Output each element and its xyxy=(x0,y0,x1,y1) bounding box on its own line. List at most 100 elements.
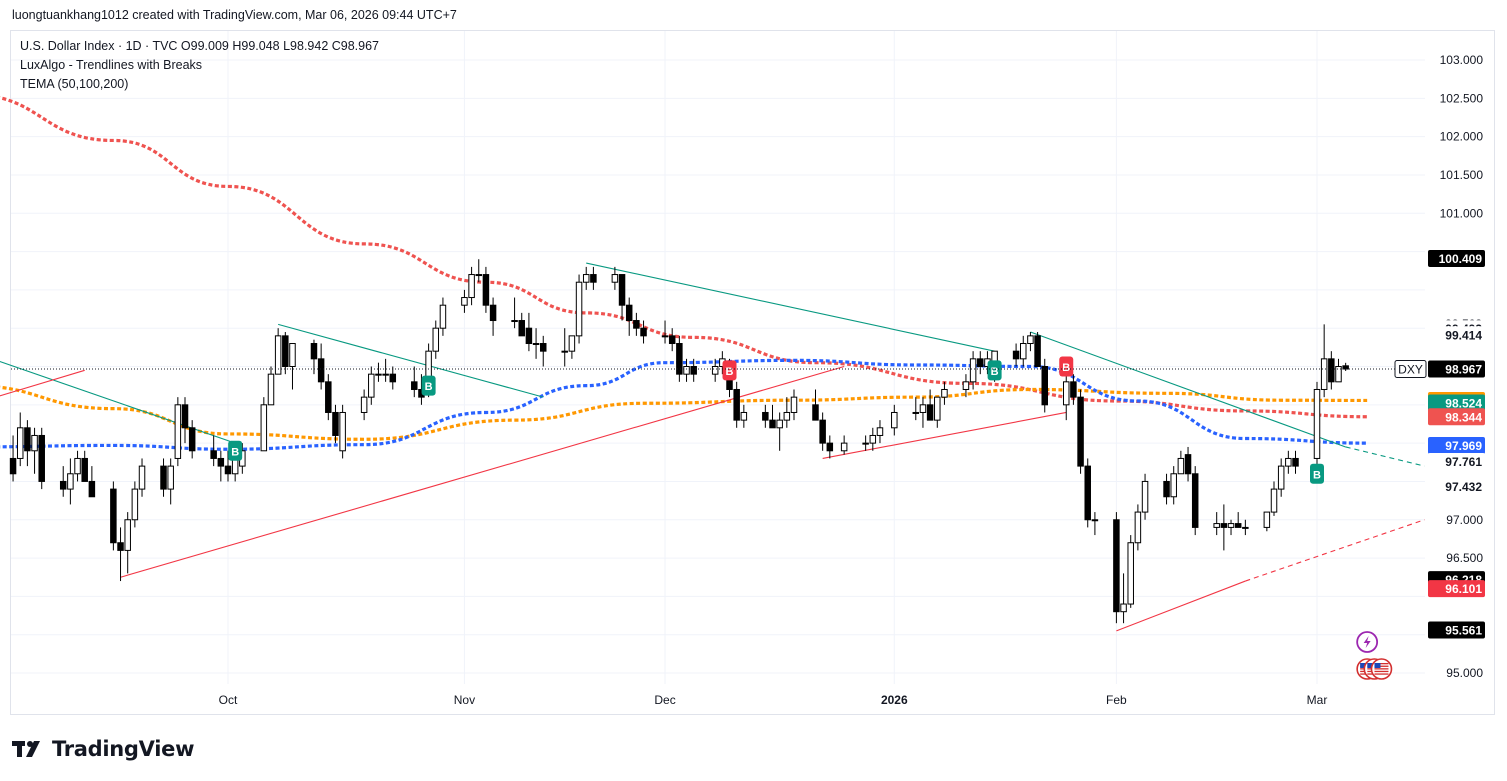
trendlines xyxy=(0,262,1425,632)
footer-branding[interactable]: TradingView xyxy=(12,736,194,762)
candle xyxy=(274,328,282,375)
candle-body xyxy=(260,404,268,452)
candle-body xyxy=(1191,473,1199,528)
candle-body xyxy=(1320,358,1328,390)
candle-body xyxy=(812,404,819,421)
candle-body xyxy=(167,465,174,490)
candle-body xyxy=(1134,511,1142,544)
candle-body xyxy=(74,457,81,475)
candle xyxy=(1263,511,1271,532)
price-axis[interactable]: 95.000 96.500 97.000 101.000 101.500 102.000 1… xyxy=(1440,53,1484,680)
candle-body xyxy=(81,457,88,482)
candle-body xyxy=(117,542,124,551)
us-flag-event-icon[interactable] xyxy=(1370,658,1393,680)
candle xyxy=(1034,332,1041,368)
candle xyxy=(1041,358,1048,413)
candle xyxy=(339,404,346,459)
candle xyxy=(31,427,38,474)
candle xyxy=(926,389,934,421)
price-tick-label: 102.000 xyxy=(1440,130,1484,144)
candle xyxy=(160,458,167,497)
candle-body xyxy=(411,381,418,390)
price-axis-labels: 100.40999.56399.49399.41498.967DXY98.557… xyxy=(1394,250,1485,639)
candle-body xyxy=(1127,542,1134,605)
time-tick-label: Feb xyxy=(1106,693,1127,707)
candle-body xyxy=(668,335,676,345)
candle-body xyxy=(590,274,597,283)
price-label-box xyxy=(1428,360,1485,378)
candle-body xyxy=(1184,454,1192,475)
break-label: B xyxy=(722,360,737,381)
candle xyxy=(876,420,884,444)
event-icons[interactable] xyxy=(1356,631,1393,680)
candle-body xyxy=(1091,519,1099,522)
candle-body xyxy=(1328,358,1335,383)
price-label-text: 100.409 xyxy=(1439,252,1483,266)
candle-body xyxy=(210,450,217,459)
candle-body xyxy=(1270,488,1278,513)
legend-symbol-line[interactable]: U.S. Dollar Index · 1D · TVC O99.009 H99… xyxy=(20,39,380,53)
price-label-text: 97.761 xyxy=(1445,455,1482,469)
candle xyxy=(59,466,67,497)
candle xyxy=(1163,473,1170,505)
flag-stripe xyxy=(1374,668,1389,670)
candlestick-series xyxy=(9,259,1349,624)
price-label-box xyxy=(1428,478,1485,496)
legend-indicator-trendlines[interactable]: LuxAlgo - Trendlines with Breaks xyxy=(20,58,203,72)
time-tick-label: Nov xyxy=(454,693,475,707)
candle-body xyxy=(532,343,540,346)
candle xyxy=(375,362,382,382)
candle xyxy=(9,435,17,482)
price-label-text: 97.969 xyxy=(1445,439,1482,453)
break-label-text: B xyxy=(991,366,999,378)
candle-body xyxy=(1084,465,1091,521)
candle-body xyxy=(1342,365,1349,370)
candle xyxy=(812,389,819,421)
candle xyxy=(733,381,740,428)
candle xyxy=(482,266,490,313)
candle xyxy=(282,332,289,375)
symbol-tag-text: DXY xyxy=(1398,363,1423,377)
candle-body xyxy=(489,304,497,322)
flag-stripe xyxy=(1374,665,1389,667)
price-label-box xyxy=(1428,580,1485,598)
candle xyxy=(475,259,483,283)
candle xyxy=(790,389,798,421)
legend-indicator-tema[interactable]: TEMA (50,100,200) xyxy=(20,77,129,91)
candle xyxy=(676,335,683,382)
candle-body xyxy=(31,434,38,452)
chart-frame[interactable] xyxy=(10,30,1495,715)
candle-body xyxy=(611,274,619,283)
candle xyxy=(1134,504,1142,551)
candle xyxy=(611,266,619,290)
candle xyxy=(1113,512,1120,624)
candle xyxy=(962,374,970,398)
candle-body xyxy=(1313,388,1321,459)
break-label: B xyxy=(1310,463,1324,484)
candle-body xyxy=(762,411,769,421)
support-trendline xyxy=(1245,519,1425,582)
break-label-box xyxy=(987,360,1002,381)
candle xyxy=(224,450,232,482)
candle-body xyxy=(977,358,984,367)
candle xyxy=(1234,512,1242,528)
candle-body xyxy=(325,381,332,413)
candle-body xyxy=(375,373,382,376)
symbol-tag-box xyxy=(1394,360,1427,379)
candle xyxy=(977,351,984,375)
candle xyxy=(74,450,81,482)
candle xyxy=(188,420,196,459)
candle-body xyxy=(1292,457,1299,467)
lightning-event-icon[interactable] xyxy=(1356,631,1379,653)
resistance-trendline xyxy=(1345,446,1425,467)
break-label-box xyxy=(421,375,436,396)
time-axis[interactable]: Oct Nov Dec 2026 Feb Mar xyxy=(219,693,1328,707)
price-label-box xyxy=(1428,452,1485,470)
candle-body xyxy=(360,396,368,413)
candle-body xyxy=(640,327,647,337)
candle xyxy=(912,397,920,421)
break-label-text: B xyxy=(425,381,433,393)
candle xyxy=(267,366,275,406)
price-label-text: 99.414 xyxy=(1445,328,1482,342)
